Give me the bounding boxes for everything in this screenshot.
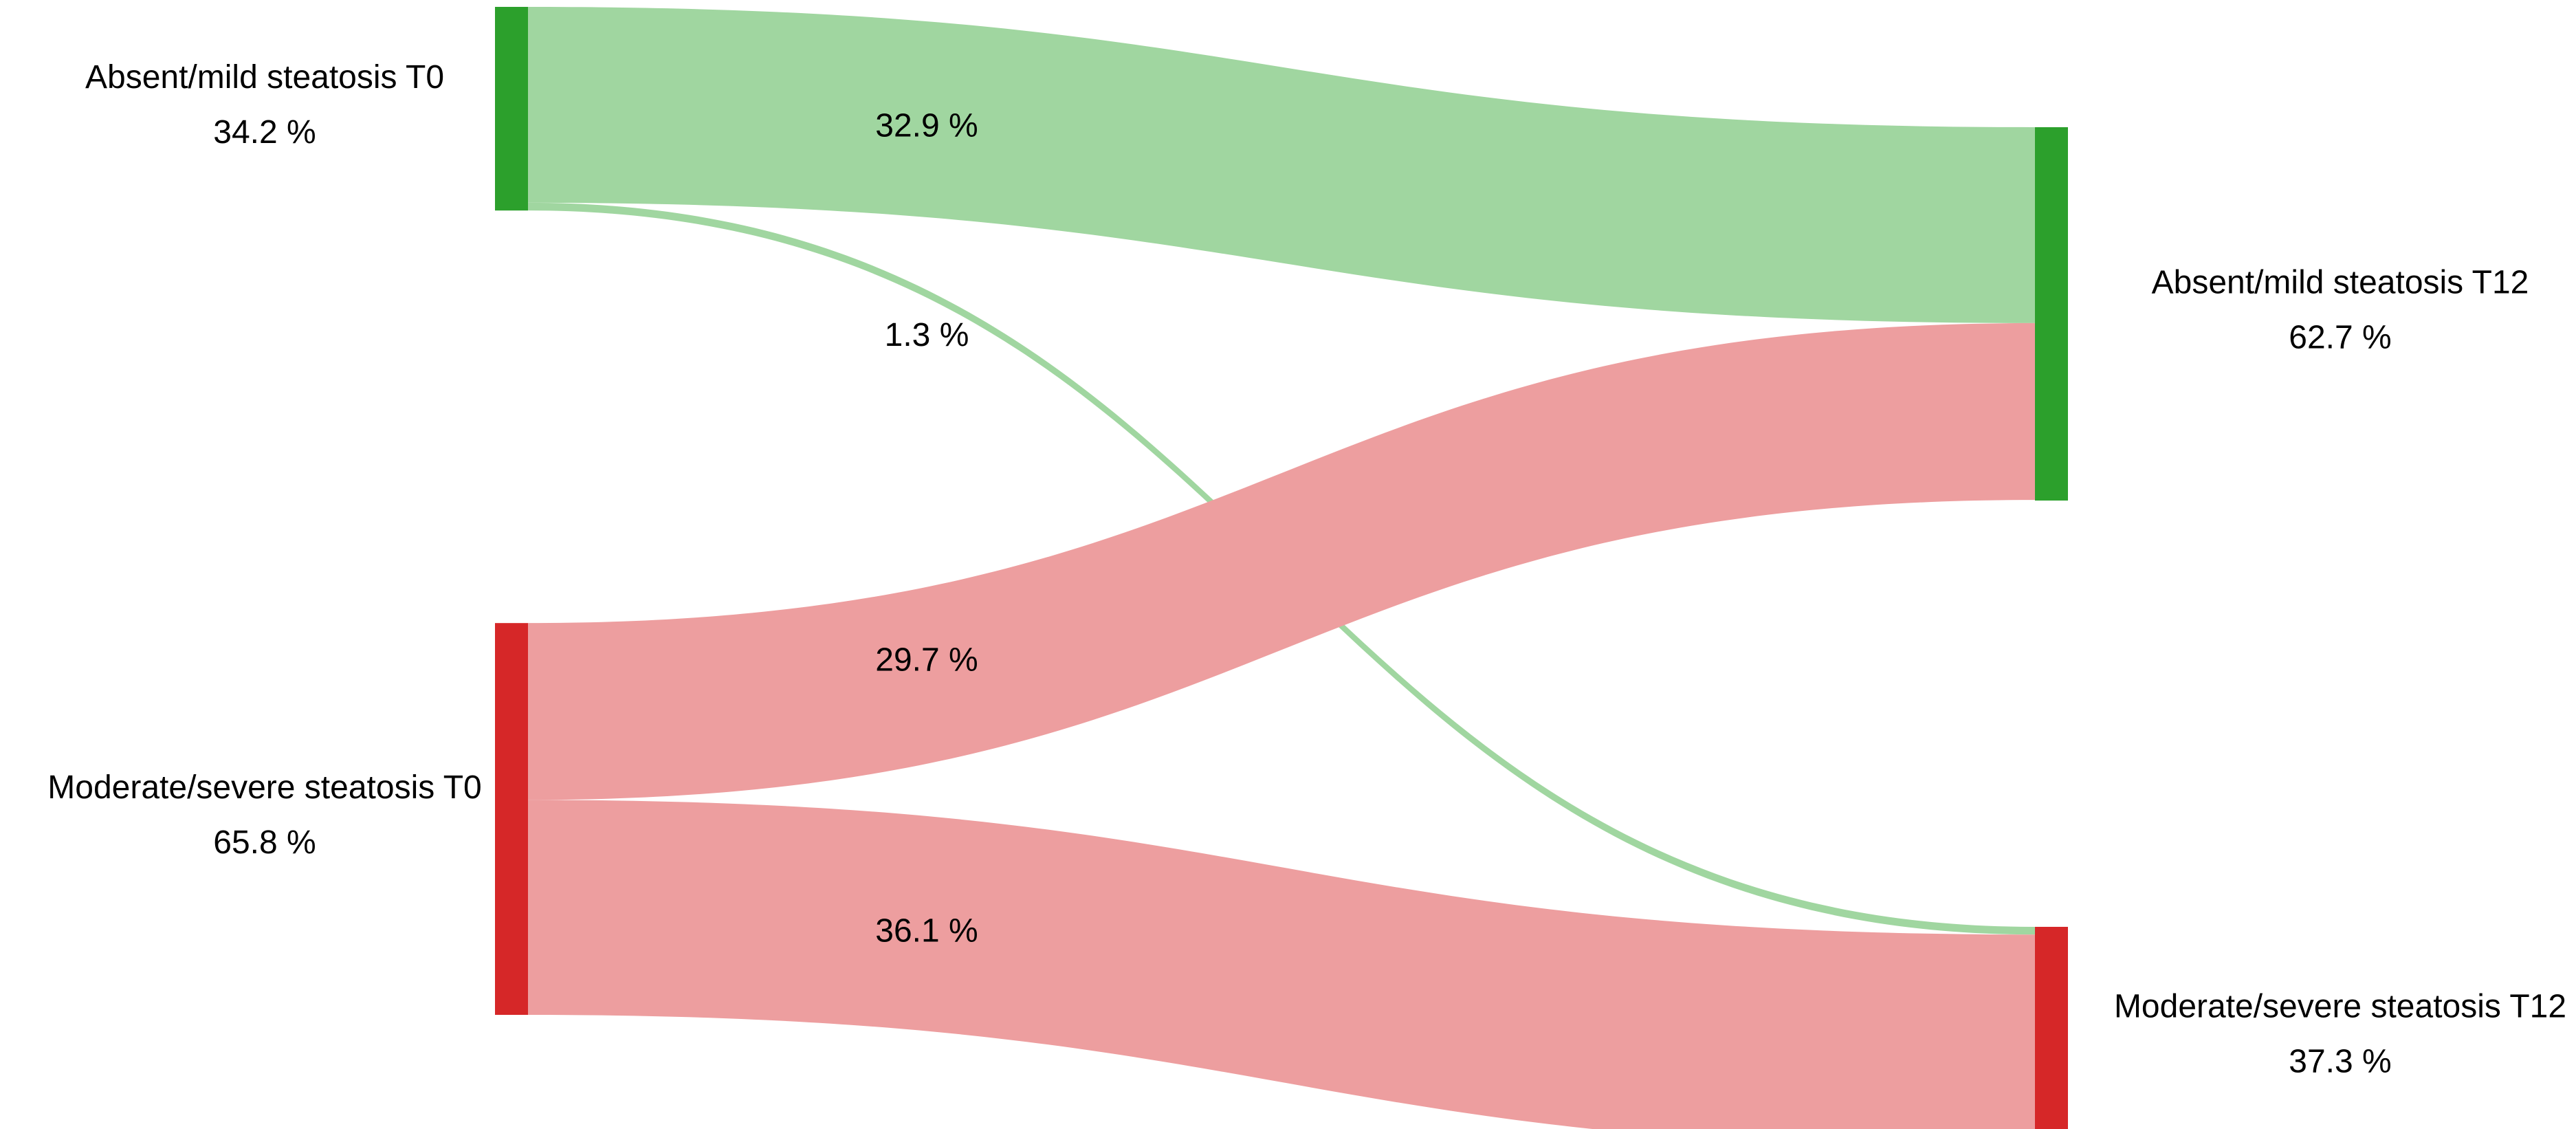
node-value-t12_severe: 37.3 % bbox=[2289, 1043, 2391, 1079]
flow-label-t0_mild-to-t12_mild: 32.9 % bbox=[875, 108, 978, 144]
flows-layer bbox=[528, 7, 2035, 1129]
node-t12_severe bbox=[2035, 926, 2068, 1129]
flow-t0_severe-to-t12_severe bbox=[528, 800, 2035, 1129]
node-t0_severe bbox=[495, 623, 528, 1015]
node-label-t0_severe: Moderate/severe steatosis T0 bbox=[47, 769, 481, 806]
node-label-t12_mild: Absent/mild steatosis T12 bbox=[2152, 264, 2529, 300]
node-value-t0_mild: 34.2 % bbox=[213, 114, 316, 151]
flow-t0_mild-to-t12_mild bbox=[528, 7, 2035, 323]
node-label-t0_mild: Absent/mild steatosis T0 bbox=[85, 59, 444, 96]
nodes-layer bbox=[495, 7, 2068, 1129]
flow-label-t0_severe-to-t12_mild: 29.7 % bbox=[875, 642, 978, 678]
node-label-t12_severe: Moderate/severe steatosis T12 bbox=[2114, 988, 2566, 1024]
node-value-t0_severe: 65.8 % bbox=[213, 824, 316, 861]
node-value-t12_mild: 62.7 % bbox=[2289, 319, 2391, 355]
labels-layer: 32.9 % 1.3 % 29.7 % 36.1 % Absent/mild steat… bbox=[47, 59, 2566, 1079]
flow-t0_severe-to-t12_mild bbox=[528, 322, 2035, 800]
node-t0_mild bbox=[495, 7, 528, 211]
flow-label-t0_severe-to-t12_severe: 36.1 % bbox=[875, 913, 978, 950]
node-t12_mild bbox=[2035, 127, 2068, 501]
flow-label-t0_mild-to-t12_severe: 1.3 % bbox=[885, 317, 969, 353]
